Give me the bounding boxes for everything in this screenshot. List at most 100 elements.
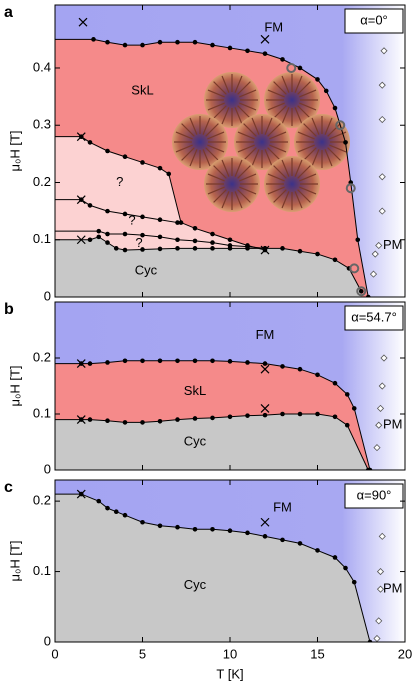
angle-label: α=0° <box>360 12 388 27</box>
skyrmion-spin <box>297 165 311 179</box>
data-point <box>358 288 364 294</box>
skyrmion-spin <box>207 186 225 195</box>
skyrmion-spin <box>237 105 251 119</box>
data-point <box>87 361 93 366</box>
angle-label: α=54.7° <box>351 309 397 324</box>
y-tick-label: 0.2 <box>33 349 51 364</box>
data-point <box>210 240 215 245</box>
skyrmion-spin <box>297 144 315 153</box>
y-tick-label: 0.2 <box>33 493 51 508</box>
skyrmion-spin <box>251 149 260 167</box>
skyrmion-spin <box>327 123 341 137</box>
data-point <box>175 524 180 530</box>
skyrmion-spin <box>213 81 227 95</box>
data-point <box>343 565 348 571</box>
data-point <box>140 420 145 425</box>
data-point <box>315 548 320 553</box>
x-marker <box>260 517 270 527</box>
data-point <box>210 42 215 48</box>
data-point <box>175 246 180 251</box>
data-point <box>175 220 180 225</box>
data-point <box>245 413 250 418</box>
data-point <box>105 208 110 214</box>
phase-area <box>55 414 369 470</box>
data-point <box>175 417 180 422</box>
skyrmion-spin <box>251 117 260 135</box>
data-point <box>332 555 338 560</box>
skyrmion-spin <box>311 149 320 167</box>
skyrmion-spin <box>264 117 273 135</box>
skyrmion-spin <box>297 81 311 95</box>
x-marker <box>76 132 86 142</box>
data-point <box>280 411 285 417</box>
diamond-marker <box>378 81 386 89</box>
x-marker <box>260 364 270 374</box>
data-point <box>175 358 180 364</box>
skyrmion-spin <box>175 144 193 153</box>
data-point <box>157 217 163 223</box>
diamond-marker <box>369 270 378 278</box>
diamond-marker <box>371 250 379 258</box>
skyrmion-spin <box>324 149 333 167</box>
data-point <box>262 51 268 56</box>
diamond-marker <box>373 634 381 642</box>
region-label: Cyc <box>135 263 158 278</box>
skyrmion-spin <box>213 189 227 203</box>
skyrmion-spin <box>221 75 230 93</box>
data-point <box>122 211 128 217</box>
x-tick-label: 20 <box>398 646 412 661</box>
data-point <box>297 248 303 254</box>
y-tick-label: 0.1 <box>33 231 51 246</box>
data-point <box>113 246 119 251</box>
data-point <box>140 214 145 220</box>
data-point <box>297 411 303 417</box>
skyrmion-spin <box>239 102 257 111</box>
skyrmion-spin <box>281 159 290 177</box>
skyrmion-spin <box>237 131 255 140</box>
region-label: ? <box>116 174 123 189</box>
diamond-marker <box>376 404 385 412</box>
angle-label: α=90° <box>357 487 392 502</box>
data-point <box>351 579 357 585</box>
skyrmion-spin <box>207 89 225 98</box>
data-point <box>178 220 184 225</box>
data-point <box>105 231 110 237</box>
data-point <box>105 505 110 511</box>
data-point <box>280 537 285 543</box>
x-marker <box>260 34 270 44</box>
data-point <box>245 530 250 536</box>
diamond-marker <box>375 241 383 250</box>
diamond-marker <box>380 47 388 55</box>
y-axis-label: μ₀H [T] <box>7 540 22 581</box>
skyrmion-spin <box>237 165 251 179</box>
data-point <box>210 246 215 251</box>
diamond-marker <box>380 354 388 362</box>
diamond-marker <box>376 567 385 576</box>
skyrmion-spin <box>207 173 225 182</box>
data-point <box>175 237 180 243</box>
data-point <box>122 154 128 160</box>
y-axis-label: μ₀H [T] <box>7 130 22 171</box>
skyrmion-spin <box>181 123 195 137</box>
data-point <box>105 418 110 424</box>
data-point <box>87 140 93 145</box>
circle-marker <box>286 62 297 73</box>
data-point <box>122 358 128 364</box>
region-label: PM <box>383 237 403 252</box>
skyrmion-spin <box>269 144 287 153</box>
data-point <box>122 231 128 237</box>
skyrmion-spin <box>273 105 287 119</box>
skyrmion-spin <box>234 75 243 93</box>
skyrmion-spin <box>202 149 211 167</box>
data-point <box>157 39 163 45</box>
skyrmion-spin <box>237 81 251 95</box>
skyrmion-spin <box>175 131 193 140</box>
skyrmion-spin <box>239 186 257 195</box>
data-point <box>105 360 110 365</box>
data-point <box>245 246 250 251</box>
skyrmion-spin <box>267 147 281 161</box>
y-tick-label: 0 <box>44 288 51 303</box>
skyrmion-spin <box>267 89 285 98</box>
data-point <box>210 231 215 237</box>
data-point <box>140 42 145 48</box>
